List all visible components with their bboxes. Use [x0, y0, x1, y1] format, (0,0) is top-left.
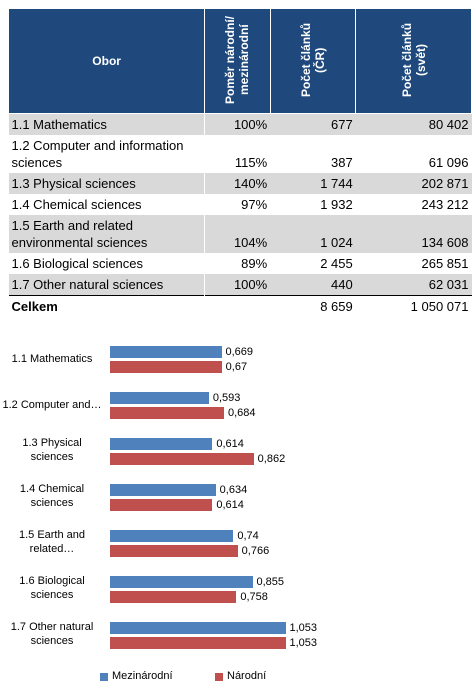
table-cell: 61 096: [428, 155, 469, 170]
bar: [110, 407, 224, 419]
bar: [110, 530, 234, 542]
table-cell: 115%: [234, 155, 268, 170]
table-cell: 1.5 Earth and related environmental scie…: [8, 215, 206, 253]
table-row: 1.2 Computer and information sciences 115…: [8, 135, 472, 173]
table-cell: 134 608: [355, 215, 472, 253]
value-label: 0,593: [212, 392, 241, 404]
table-cell: 440: [270, 274, 356, 296]
table-cell: Celkem: [8, 295, 206, 317]
bar: [110, 346, 222, 358]
legend-swatch: [215, 673, 223, 681]
value-label: 0,67: [225, 361, 248, 373]
bar: [110, 361, 222, 373]
table-cell: 243 212: [421, 197, 469, 212]
category-label: 1.1 Mathematics: [11, 353, 93, 365]
table-row: 1.6 Biological sciences 89% 2 455 265 851: [8, 253, 472, 274]
value-label: 0,614: [216, 438, 244, 450]
table-cell: 202 871: [355, 173, 472, 194]
table-cell: 1 932: [320, 197, 353, 212]
value-label: 0,614: [216, 499, 244, 511]
data-table: Obor Poměr národní/ mezinárodní Počet člán…: [7, 8, 472, 317]
bar: [110, 438, 213, 450]
header-cell: Počet článků (svět): [355, 8, 472, 114]
table-cell: 8 659: [270, 295, 356, 317]
table-cell: 104%: [204, 215, 271, 253]
table-cell: 1 744: [270, 173, 356, 194]
value-label: 0,684: [228, 407, 256, 419]
table-cell: 62 031: [355, 274, 472, 296]
bar: [110, 453, 254, 465]
category-label: 1.3 Physical sciences: [22, 437, 82, 463]
table-cell: 80 402: [355, 113, 472, 135]
bar: [110, 484, 216, 496]
table-cell: 1.7 Other natural sciences: [8, 274, 206, 296]
value-label: 0,766: [241, 545, 270, 557]
table-cell: 100%: [204, 113, 271, 135]
value-label: 0,758: [240, 591, 268, 603]
header-cell: Poměr národní/ mezinárodní: [204, 8, 271, 114]
bar: [110, 591, 237, 603]
value-label: 0,634: [219, 484, 248, 496]
table-row: 1.1 Mathematics 100% 677 80 402: [8, 113, 472, 135]
table-cell: 140%: [204, 173, 271, 194]
legend-swatch: [100, 673, 108, 681]
table-header: Obor Poměr národní/ mezinárodní Počet člán…: [7, 8, 472, 114]
table-body: 1.1 Mathematics 100% 677 80 402 1.2 Computer…: [8, 113, 472, 317]
category-label: 1.7 Other natural sciences: [10, 621, 94, 647]
header-text: Obor: [92, 54, 121, 68]
category-label: 1.2 Computer and…: [2, 399, 102, 411]
bar: [110, 499, 213, 511]
value-label: 0,862: [257, 453, 286, 465]
value-label: 0,855: [256, 576, 285, 588]
value-label: 1,053: [289, 622, 318, 634]
table-cell: 2 455: [320, 256, 353, 271]
table-cell: 1 050 071: [355, 295, 472, 317]
table-row: 1.5 Earth and related environmental scie…: [8, 215, 472, 253]
value-label: 1,053: [289, 637, 318, 649]
table-cell: 1.2 Computer and information sciences: [8, 135, 206, 173]
table-cell: 1.4 Chemical sciences: [8, 194, 206, 215]
bar: [110, 622, 286, 634]
header-cell: Obor: [7, 8, 206, 114]
bar: [110, 392, 209, 404]
category-label: 1.4 Chemical sciences: [19, 483, 85, 509]
table-cell: 677: [270, 113, 356, 135]
table-row: 1.4 Chemical sciences 97% 1 932 243 212: [8, 194, 472, 215]
table-cell: 97%: [241, 197, 268, 212]
total-row: Celkem 8 659 1 050 071: [8, 295, 472, 317]
header-text: Počet článků (svět): [399, 22, 428, 97]
table-cell: 387: [331, 155, 353, 170]
chart: 1.1 Mathematics 0,669 0,67 1.2 Computer and…: [0, 345, 475, 690]
category-label: 1.6 Biological sciences: [19, 575, 85, 601]
bar: [110, 637, 286, 649]
value-label: 0,669: [225, 346, 254, 358]
table-row: 1.7 Other natural sciences 100% 440 62 031: [8, 274, 472, 296]
table-cell: 1.6 Biological sciences: [8, 253, 206, 274]
table-cell: 265 851: [421, 256, 469, 271]
header-text: Poměr národní/ mezinárodní: [223, 15, 252, 104]
table-cell: 1.3 Physical sciences: [8, 173, 206, 194]
bar: [110, 576, 253, 588]
value-label: 0,74: [237, 530, 259, 542]
bar: [110, 545, 238, 557]
table-row: 1.3 Physical sciences 140% 1 744 202 871: [8, 173, 472, 194]
table-cell: 100%: [204, 274, 271, 296]
header-cell: Počet článků (ČR): [269, 8, 357, 114]
legend-label: Mezinárodní: [112, 670, 173, 682]
legend-label: Národní: [227, 670, 267, 682]
table-cell: 1.1 Mathematics: [8, 113, 206, 135]
table-cell: 89%: [241, 256, 268, 271]
category-label: 1.5 Earth and related…: [18, 529, 86, 555]
table-cell: [204, 295, 271, 317]
header-text: Počet článků (ČR): [298, 22, 327, 97]
table-cell: 1 024: [270, 215, 356, 253]
